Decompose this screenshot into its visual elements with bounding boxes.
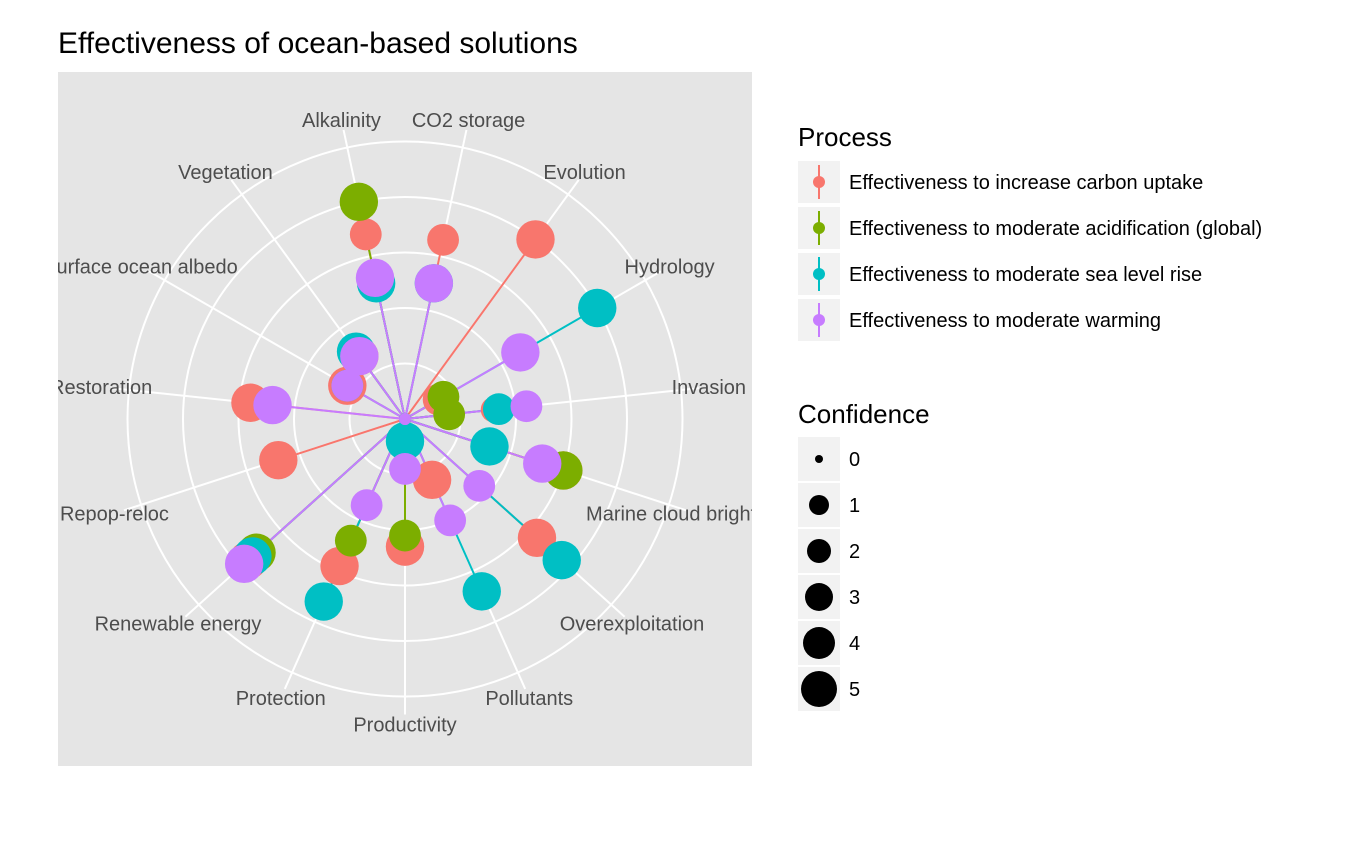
category-label: Pollutants xyxy=(485,688,573,710)
legend-label: Effectiveness to moderate sea level rise xyxy=(849,264,1202,286)
series-segment xyxy=(278,418,406,462)
data-point xyxy=(389,519,421,552)
category-label: Renewable energy xyxy=(95,613,262,635)
size-legend-label: 0 xyxy=(849,449,860,471)
data-point xyxy=(578,288,617,328)
data-point xyxy=(304,582,343,621)
data-point xyxy=(434,504,467,537)
data-point xyxy=(427,223,459,256)
data-point xyxy=(542,540,581,580)
data-point xyxy=(510,390,543,423)
data-point xyxy=(482,393,515,426)
category-labels: Alkalinity CO2 storage Evolution Hydrology I… xyxy=(43,110,805,737)
legend-label: Effectiveness to moderate acidification … xyxy=(849,218,1262,240)
data-point xyxy=(516,220,555,259)
size-legend-dot xyxy=(815,455,823,463)
data-point xyxy=(224,544,264,584)
data-point xyxy=(412,460,452,500)
series-points xyxy=(224,182,617,621)
category-label: Protection xyxy=(236,688,326,710)
legend-key-point xyxy=(813,268,825,280)
legend-label: Effectiveness to increase carbon uptake xyxy=(849,172,1203,194)
size-legend-label: 3 xyxy=(849,587,860,609)
size-legend-dot xyxy=(807,539,831,563)
size-legend-dot xyxy=(803,627,835,659)
series-segment xyxy=(243,418,406,565)
process-legend-title: Process xyxy=(798,122,892,152)
series-segment xyxy=(404,351,521,420)
legend-key-point xyxy=(813,176,825,188)
size-legend-dot xyxy=(809,495,829,515)
data-point xyxy=(399,413,411,425)
data-point xyxy=(501,333,540,372)
size-legend-label: 4 xyxy=(849,633,860,655)
data-point xyxy=(350,489,383,522)
category-label: Repop-reloc xyxy=(60,503,169,525)
size-legend-label: 1 xyxy=(849,495,860,517)
data-point xyxy=(433,398,466,431)
data-point xyxy=(389,453,421,485)
legend-key-point xyxy=(813,314,825,326)
category-label: Hydrology xyxy=(625,256,715,278)
data-point xyxy=(462,572,501,611)
category-label: Productivity xyxy=(353,715,456,737)
data-point xyxy=(331,369,364,402)
data-point xyxy=(463,469,496,502)
data-point xyxy=(385,422,425,461)
data-point xyxy=(259,440,298,480)
data-point xyxy=(517,518,557,558)
data-point xyxy=(253,385,292,425)
chart-title: Effectiveness of ocean-based solutions xyxy=(58,27,578,60)
size-legend-dot xyxy=(801,671,837,707)
category-label: Surface ocean albedo xyxy=(43,256,238,278)
confidence-legend-title: Confidence xyxy=(798,399,930,429)
data-point xyxy=(349,218,382,251)
category-label: Vegetation xyxy=(178,162,273,184)
data-point xyxy=(355,258,395,298)
data-point xyxy=(340,336,379,376)
data-point xyxy=(334,524,367,557)
category-label: Overexploitation xyxy=(560,613,705,635)
size-legend-label: 2 xyxy=(849,541,860,563)
series-segment xyxy=(404,283,435,420)
confidence-legend: Confidence 0 1 2 3 4 5 xyxy=(798,399,930,711)
category-label: CO2 storage xyxy=(412,110,525,132)
category-label: Alkalinity xyxy=(302,110,381,132)
legend-key-point xyxy=(813,222,825,234)
data-point xyxy=(414,264,454,303)
size-legend-dot xyxy=(805,583,833,611)
legend-label: Effectiveness to moderate warming xyxy=(849,310,1161,332)
size-legend-label: 5 xyxy=(849,679,860,701)
process-legend: Process Effectiveness to increase carbon… xyxy=(798,122,1262,341)
data-point xyxy=(339,182,379,222)
category-label: Marine cloud brightening xyxy=(586,503,805,525)
series-segment xyxy=(272,404,406,420)
category-label: Evolution xyxy=(543,162,625,184)
data-point xyxy=(523,444,562,483)
category-label: Restoration xyxy=(50,377,152,399)
data-point xyxy=(470,427,509,466)
category-label: Invasion xyxy=(672,377,747,399)
